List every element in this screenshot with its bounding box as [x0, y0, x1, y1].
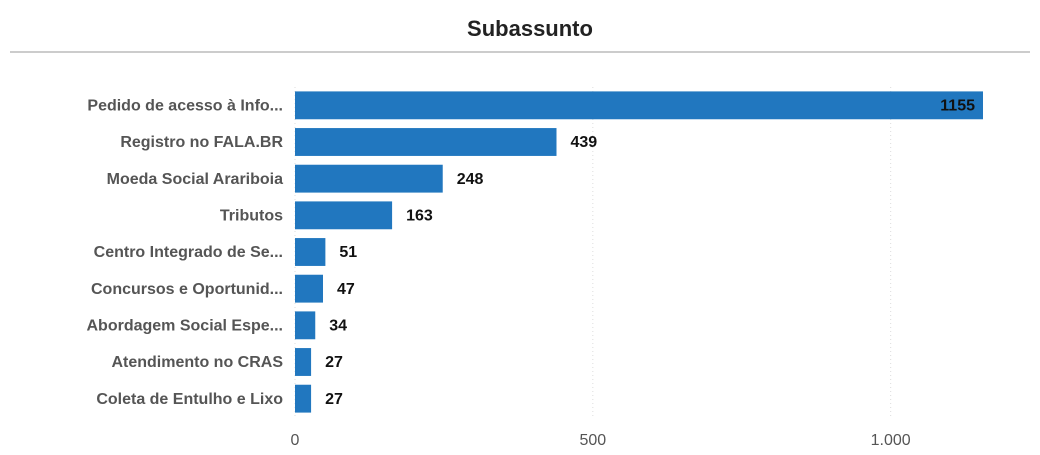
data-label: 1155 [940, 98, 975, 115]
data-label: 248 [457, 171, 484, 188]
x-tick-label: 500 [579, 432, 606, 449]
y-tick-label: Atendimento no CRAS [111, 354, 283, 371]
x-tick-label: 0 [291, 432, 300, 449]
data-label: 163 [406, 208, 433, 225]
chart-title: Subassunto [467, 16, 593, 41]
bar [295, 384, 312, 413]
bar [295, 91, 983, 120]
bar [295, 311, 316, 340]
y-tick-label: Pedido de acesso à Info... [87, 98, 283, 115]
y-tick-label: Registro no FALA.BR [120, 134, 283, 151]
data-label: 439 [570, 134, 597, 151]
bar [295, 128, 557, 156]
y-tick-label: Coleta de Entulho e Lixo [96, 391, 283, 408]
bar [295, 238, 326, 266]
y-tick-label: Centro Integrado de Se... [94, 244, 283, 261]
data-label: 27 [325, 354, 343, 371]
y-tick-label: Abordagem Social Espe... [87, 318, 284, 335]
bar [295, 164, 443, 193]
y-tick-label: Tributos [220, 208, 283, 225]
bar [295, 201, 393, 230]
x-tick-label: 1.000 [871, 432, 911, 449]
data-label: 34 [329, 318, 347, 335]
data-label: 51 [339, 244, 357, 261]
y-tick-label: Concursos e Oportunid... [91, 281, 283, 298]
data-label: 47 [337, 281, 355, 298]
bar [295, 348, 312, 376]
y-tick-label: Moeda Social Arariboia [107, 171, 283, 188]
data-label: 27 [325, 391, 343, 408]
bar [295, 274, 323, 303]
